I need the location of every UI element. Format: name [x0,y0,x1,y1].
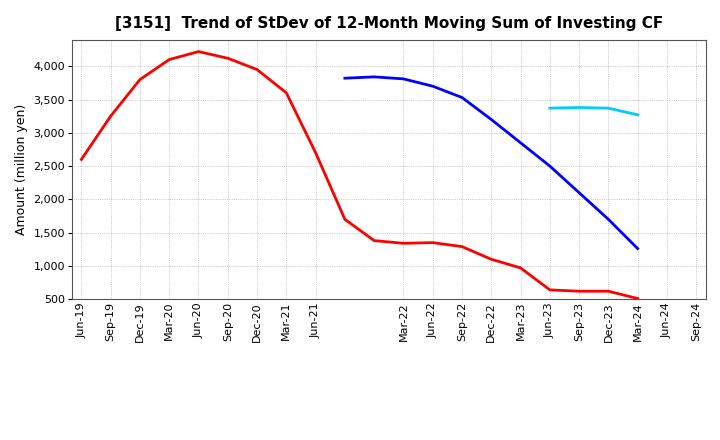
3 Years [77,157,86,162]
3 Years [107,114,115,119]
3 Years [253,67,261,72]
3 Years [428,240,437,245]
3 Years [634,296,642,301]
7 Years [604,106,613,111]
5 Years [604,216,613,222]
5 Years [516,140,525,145]
5 Years [341,76,349,81]
Line: 3 Years: 3 Years [81,51,638,298]
3 Years [194,49,203,54]
5 Years [634,246,642,251]
Title: [3151]  Trend of StDev of 12-Month Moving Sum of Investing CF: [3151] Trend of StDev of 12-Month Moving… [114,16,663,32]
3 Years [165,57,174,62]
3 Years [458,244,467,249]
3 Years [399,241,408,246]
5 Years [399,76,408,81]
3 Years [282,90,291,95]
5 Years [428,84,437,89]
7 Years [546,106,554,111]
3 Years [341,216,349,222]
7 Years [634,112,642,117]
3 Years [311,150,320,155]
5 Years [546,163,554,169]
5 Years [487,117,495,122]
5 Years [575,190,583,195]
3 Years [516,265,525,271]
Line: 5 Years: 5 Years [345,77,638,249]
3 Years [487,257,495,262]
3 Years [546,287,554,293]
3 Years [604,289,613,294]
3 Years [223,55,232,61]
5 Years [370,74,379,80]
3 Years [135,77,144,82]
7 Years [575,105,583,110]
Y-axis label: Amount (million yen): Amount (million yen) [15,104,28,235]
3 Years [370,238,379,243]
3 Years [575,289,583,294]
Line: 7 Years: 7 Years [550,107,638,115]
5 Years [458,95,467,100]
